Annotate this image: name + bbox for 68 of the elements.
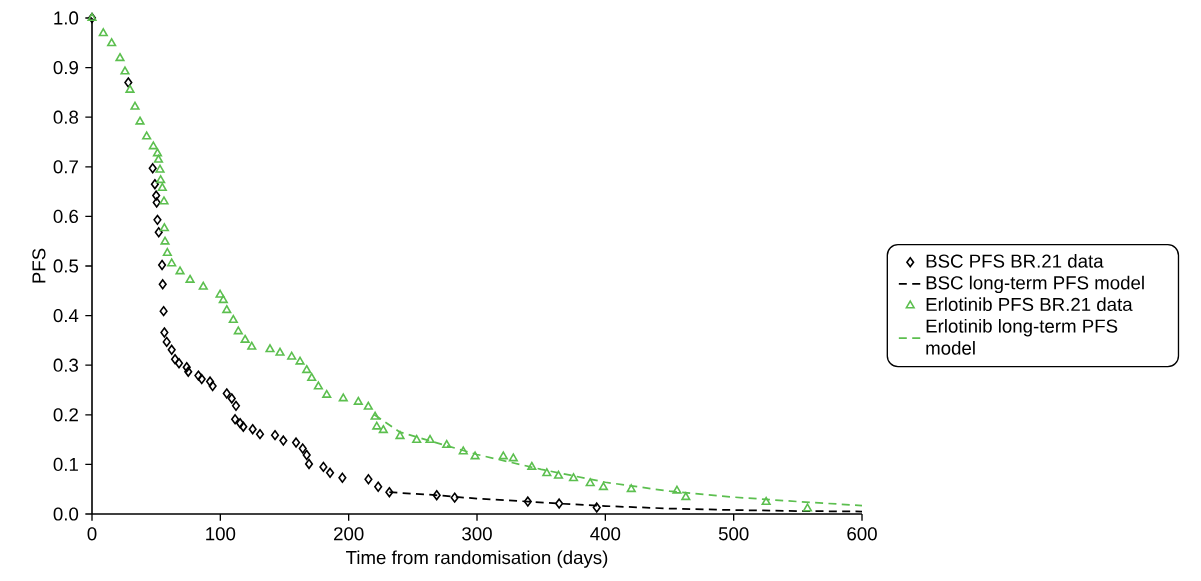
point (152, 197, 161, 208)
x-tick-label: 600 (847, 527, 877, 541)
point (302, 449, 311, 461)
y-tick-label: 1.0 (54, 11, 79, 25)
point (158, 279, 167, 290)
point (222, 388, 231, 399)
point (385, 486, 394, 498)
point (592, 502, 601, 513)
y-tick-label: 0.0 (53, 507, 79, 521)
point (182, 361, 191, 373)
point (291, 437, 301, 448)
x-tick-label: 200 (334, 527, 364, 541)
point (338, 472, 347, 483)
y-tick-label: 0.5 (53, 259, 79, 273)
point (152, 190, 161, 201)
point (174, 358, 184, 369)
y-tick-label: 0.9 (53, 60, 78, 75)
point (374, 481, 383, 492)
x-tick-label: 0 (87, 527, 97, 541)
point (159, 305, 168, 317)
point (162, 336, 171, 348)
legend-label: Erlotinib PFS BR.21 data (926, 297, 1133, 312)
x-tick-label: 500 (718, 527, 749, 541)
point (432, 489, 441, 501)
legend-label: BSC PFS BR.21 data (926, 254, 1104, 268)
point (160, 327, 169, 338)
point (231, 400, 241, 412)
point (304, 458, 314, 470)
point (450, 492, 459, 503)
point (523, 496, 532, 507)
y-tick-label: 0.3 (53, 358, 79, 372)
point (270, 429, 280, 441)
x-axis-title: Time from randomisation (days) (346, 550, 608, 568)
y-tick-label: 0.4 (53, 308, 79, 323)
point (194, 370, 203, 381)
y-tick-label: 0.2 (53, 408, 78, 422)
y-tick-label: 0.1 (53, 457, 78, 472)
point (227, 393, 236, 404)
y-axis-title: PFS (32, 248, 46, 283)
point (230, 414, 240, 425)
point (236, 418, 245, 429)
legend-label: Erlotinib long-term PFS model (926, 319, 1118, 355)
point (298, 443, 307, 454)
point (167, 344, 176, 356)
point (364, 474, 373, 485)
point (184, 366, 193, 377)
point (555, 498, 564, 509)
point (157, 259, 167, 271)
legend-label: BSC long-term PFS model (926, 275, 1144, 294)
point (154, 227, 163, 238)
point (255, 428, 265, 440)
point (325, 467, 335, 479)
x-tick-label: 100 (206, 527, 236, 541)
point (279, 435, 288, 446)
point (319, 461, 328, 473)
point (248, 423, 257, 435)
y-tick-label: 0.7 (53, 160, 78, 174)
y-tick-label: 0.6 (53, 209, 79, 224)
x-tick-label: 300 (462, 527, 492, 541)
point (170, 354, 180, 365)
point (208, 380, 217, 392)
point (153, 214, 162, 226)
point (197, 373, 206, 385)
point (150, 178, 159, 190)
x-tick-label: 400 (590, 527, 621, 541)
point (148, 163, 157, 174)
point (205, 376, 215, 387)
y-tick-label: 0.8 (53, 110, 79, 124)
